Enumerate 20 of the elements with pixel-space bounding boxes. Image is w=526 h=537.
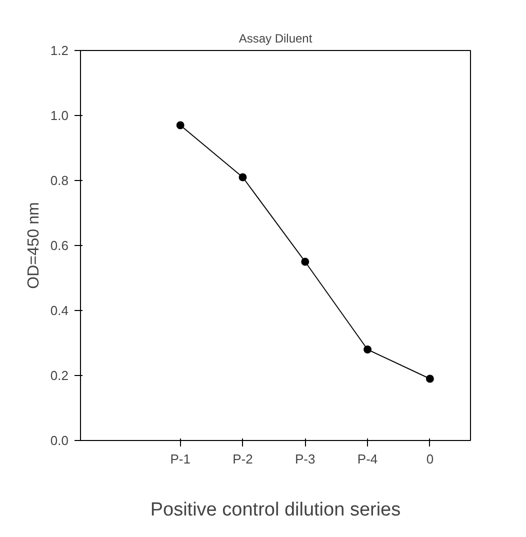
x-tick-label: P-4 [357,452,378,466]
point [301,258,310,266]
y-tick-label: 0.4 [50,303,69,318]
point [176,121,184,130]
y-tick-label: 1.0 [50,108,69,123]
x-tick-label: P-2 [232,452,253,466]
x-tick-label: P-1 [170,452,190,466]
y-tick-label: 1.2 [50,43,69,58]
point [364,346,372,354]
point [238,173,247,182]
y-tick-label: 0.6 [50,238,69,253]
y-tick-label: 0.2 [50,368,69,383]
y-tick-label: 0.0 [50,433,69,448]
point [426,374,434,383]
x-axis-title: Positive control dilution series [150,500,401,520]
chart-title: Assay Diluent [238,32,313,46]
y-axis-title: OD=450 nm [25,202,42,289]
y-tick-label: 0.8 [50,173,69,188]
x-tick-label: P-3 [295,452,316,466]
x-tick-label: 0 [426,452,434,466]
